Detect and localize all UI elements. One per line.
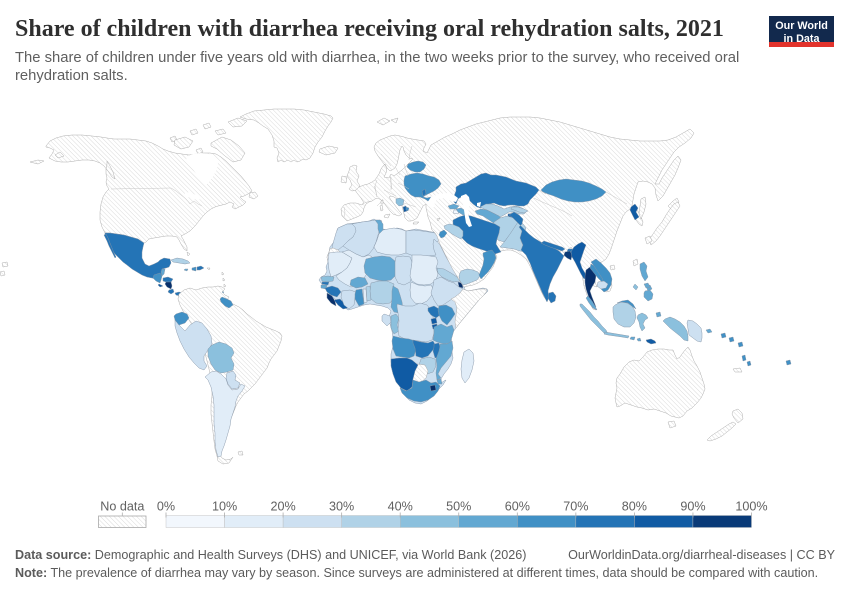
svg-text:20%: 20% [270,500,295,514]
svg-text:30%: 30% [329,500,354,514]
svg-text:90%: 90% [680,500,705,514]
svg-text:10%: 10% [212,500,237,514]
svg-text:40%: 40% [388,500,413,514]
svg-text:No data: No data [100,500,144,514]
svg-text:0%: 0% [157,500,175,514]
svg-text:70%: 70% [563,500,588,514]
svg-text:60%: 60% [505,500,530,514]
svg-text:80%: 80% [622,500,647,514]
svg-text:100%: 100% [735,500,767,514]
svg-text:50%: 50% [446,500,471,514]
